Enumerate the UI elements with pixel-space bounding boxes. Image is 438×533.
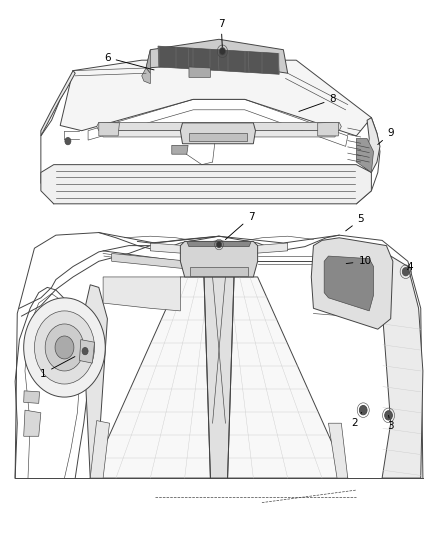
Circle shape <box>35 311 95 384</box>
Polygon shape <box>103 277 180 311</box>
Polygon shape <box>180 241 258 277</box>
Text: 2: 2 <box>351 413 362 428</box>
Polygon shape <box>79 340 95 363</box>
Circle shape <box>359 406 367 415</box>
Polygon shape <box>142 68 150 84</box>
Text: 3: 3 <box>387 415 394 431</box>
Circle shape <box>65 138 71 145</box>
Polygon shape <box>324 256 374 311</box>
Circle shape <box>402 268 409 276</box>
Polygon shape <box>311 238 393 329</box>
Text: 8: 8 <box>299 94 336 111</box>
Polygon shape <box>24 391 39 403</box>
Polygon shape <box>112 254 189 269</box>
Text: 4: 4 <box>407 262 413 271</box>
Polygon shape <box>146 50 150 73</box>
Text: 7: 7 <box>226 212 254 240</box>
Circle shape <box>385 410 392 420</box>
Polygon shape <box>357 139 374 173</box>
Polygon shape <box>172 146 188 154</box>
Polygon shape <box>150 240 288 254</box>
Circle shape <box>82 348 88 355</box>
Text: 1: 1 <box>40 357 75 378</box>
Polygon shape <box>158 46 279 74</box>
Circle shape <box>219 47 226 55</box>
Circle shape <box>216 241 222 248</box>
Polygon shape <box>204 277 234 478</box>
Polygon shape <box>146 39 288 73</box>
Circle shape <box>45 324 84 371</box>
Polygon shape <box>97 123 341 131</box>
Polygon shape <box>382 256 423 478</box>
Polygon shape <box>60 60 371 136</box>
Text: 10: 10 <box>346 256 371 266</box>
Text: 7: 7 <box>218 19 224 47</box>
Polygon shape <box>189 67 210 77</box>
Polygon shape <box>102 131 336 137</box>
Text: 9: 9 <box>378 128 394 144</box>
Polygon shape <box>190 266 248 276</box>
Circle shape <box>55 336 74 359</box>
Polygon shape <box>41 71 75 136</box>
Polygon shape <box>41 165 371 204</box>
Polygon shape <box>24 410 41 436</box>
Polygon shape <box>90 277 348 478</box>
Circle shape <box>24 298 105 397</box>
Text: 6: 6 <box>104 53 154 70</box>
Polygon shape <box>82 285 107 478</box>
Polygon shape <box>364 118 380 173</box>
Polygon shape <box>180 123 255 144</box>
Polygon shape <box>99 123 120 136</box>
Text: 5: 5 <box>346 214 364 231</box>
Polygon shape <box>318 123 338 136</box>
Polygon shape <box>189 133 247 141</box>
Polygon shape <box>328 423 348 478</box>
Polygon shape <box>187 241 251 247</box>
Polygon shape <box>90 421 110 478</box>
